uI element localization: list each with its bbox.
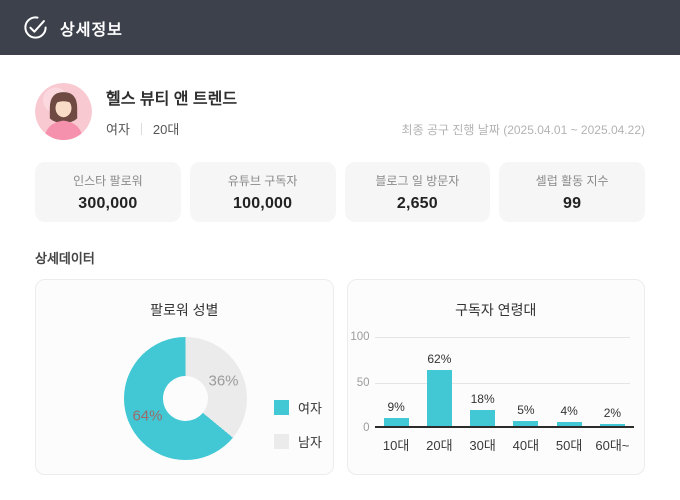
gender-tag: 여자: [106, 122, 130, 137]
x-label-50대: 50대: [555, 438, 583, 453]
bar-slot-60대~: 2%: [591, 337, 634, 426]
stat-label: 블로그 일 방문자: [375, 173, 460, 188]
profile-tags: 여자 20대: [106, 119, 237, 138]
campaign-date-note: 최종 공구 진행 날짜 (2025.04.01 ~ 2025.04.22): [401, 123, 645, 137]
bar-value-label: 4%: [560, 404, 578, 419]
legend-item-female: 여자: [274, 398, 322, 417]
female-swatch: [274, 400, 289, 415]
profile-info: 헬스 뷰티 앤 트렌드 여자 20대: [106, 85, 237, 138]
bar-value-label: 18%: [470, 391, 495, 406]
x-axis-labels: 10대 20대 30대 40대 50대 60대~: [375, 435, 635, 454]
stat-card-celeb-activity-index: 셀럽 활동 지수 99: [499, 162, 645, 222]
x-label-60대~: 60대~: [595, 438, 630, 453]
age-group-tag: 20대: [152, 122, 180, 137]
gridline-50: [374, 382, 630, 384]
stat-label: 셀럽 활동 지수: [535, 173, 609, 188]
bar-slot-40대: 5%: [504, 337, 547, 426]
legend-item-male: 남자: [274, 432, 322, 451]
gender-legend: 여자 남자: [274, 398, 322, 451]
stat-value: 2,650: [396, 194, 438, 212]
content-area: 헬스 뷰티 앤 트렌드 여자 20대 최종 공구 진행 날짜 (2025.04.…: [0, 83, 680, 475]
bar-20대: [426, 369, 452, 426]
age-chart-title: 구독자 연령대: [455, 302, 537, 318]
page-title: 상세정보: [60, 21, 123, 39]
donut-label-male: 36%: [208, 372, 239, 390]
bar-60대~: [599, 424, 625, 426]
bar-slot-10대: 9%: [375, 337, 418, 426]
y-tick-0: 0: [363, 422, 370, 434]
bar-slot-20대: 62%: [418, 337, 461, 426]
bar-50대: [556, 422, 582, 426]
y-tick-100: 100: [350, 331, 370, 343]
male-swatch: [274, 434, 289, 449]
x-label-30대: 30대: [469, 438, 496, 453]
gender-donut: 36% 64%: [124, 337, 247, 460]
stat-card-blog-daily-visitors: 블로그 일 방문자 2,650: [344, 162, 491, 222]
bar-slot-50대: 4%: [548, 337, 591, 426]
y-tick-50: 50: [356, 376, 370, 389]
donut-label-female: 64%: [132, 407, 163, 425]
bar-value-label: 5%: [517, 403, 535, 418]
bar-30대: [470, 409, 496, 426]
bar-10대: [383, 417, 409, 426]
follower-gender-chart-card: 팔로워 성별 36% 64% 여자 남자: [35, 279, 334, 475]
stat-card-instagram-followers: 인스타 팔로워 300,000: [35, 162, 181, 222]
stat-value: 99: [563, 194, 582, 212]
stats-row: 인스타 팔로워 300,000 유튜브 구독자 100,000 블로그 일 방문…: [35, 162, 645, 222]
gender-donut-hole: [163, 376, 208, 421]
bars-container: 9% 62% 18% 5% 4% 2%: [375, 337, 635, 426]
bar-value-label: 62%: [427, 351, 452, 366]
legend-label: 여자: [298, 401, 322, 416]
gender-chart-title: 팔로워 성별: [150, 302, 219, 318]
bar-value-label: 2%: [603, 406, 622, 420]
avatar: [35, 83, 92, 140]
gridline-100: [374, 337, 630, 338]
subscriber-age-chart-card: 구독자 연령대 0 50 100 9% 62% 18% 5% 4% 2% 10대 20대 30대 4…: [346, 279, 645, 475]
bar-plot-area: 9% 62% 18% 5% 4% 2%: [374, 337, 635, 428]
x-label-20대: 20대: [426, 438, 453, 453]
stat-label: 유튜브 구독자: [227, 173, 298, 188]
bar-slot-30대: 18%: [461, 337, 504, 426]
bar-40대: [513, 421, 539, 426]
tag-divider: [140, 122, 142, 135]
x-label-10대: 10대: [382, 438, 410, 453]
header-bar: 상세정보: [0, 0, 680, 55]
bar-value-label: 9%: [387, 399, 405, 414]
stat-value: 300,000: [78, 194, 138, 212]
stat-card-youtube-subscribers: 유튜브 구독자 100,000: [189, 162, 336, 222]
profile-name: 헬스 뷰티 앤 트렌드: [106, 91, 238, 108]
detail-data-section-title: 상세데이터: [35, 251, 95, 266]
age-bar-chart: 0 50 100 9% 62% 18% 5% 4% 2%: [348, 331, 645, 434]
stat-label: 인스타 팔로워: [73, 173, 143, 188]
x-label-40대: 40대: [512, 438, 540, 453]
profile-section: 헬스 뷰티 앤 트렌드 여자 20대 최종 공구 진행 날짜 (2025.04.…: [35, 83, 645, 140]
legend-label: 남자: [298, 435, 322, 450]
check-circle-icon: [22, 14, 49, 41]
stat-value: 100,000: [233, 194, 293, 212]
charts-row: 팔로워 성별 36% 64% 여자 남자 구독자 연령대 0 50 100: [35, 279, 645, 475]
y-axis: 0 50 100: [348, 331, 375, 434]
